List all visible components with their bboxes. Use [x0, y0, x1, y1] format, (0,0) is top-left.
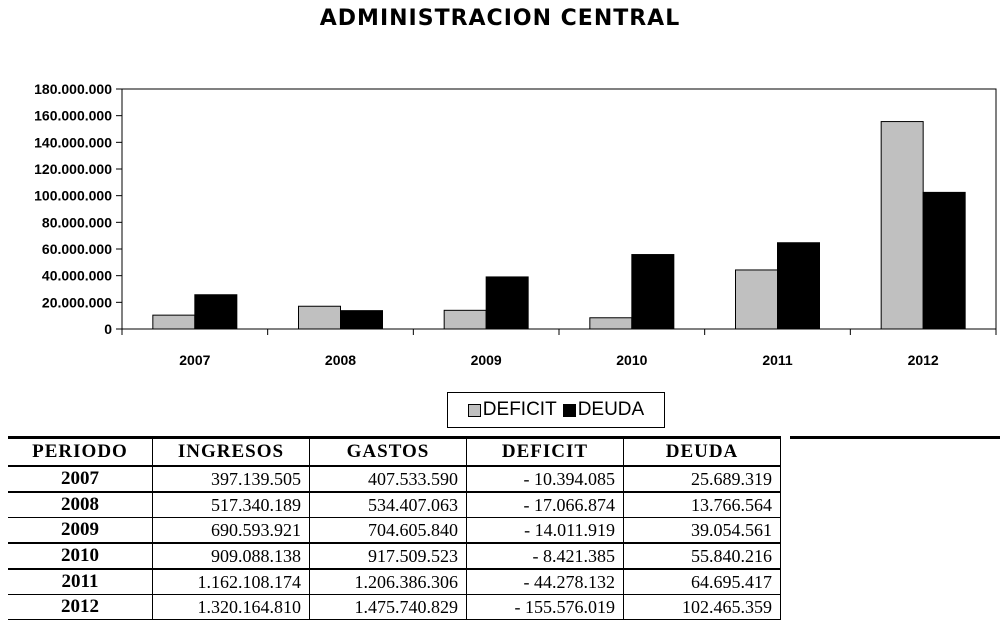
cell-ingresos: 397.139.505	[152, 466, 310, 493]
y-tick-label: 40.000.000	[42, 268, 112, 284]
bar-deuda-2007	[194, 294, 238, 330]
cell-deuda: 13.766.564	[623, 492, 781, 518]
x-tick-label: 2007	[179, 352, 210, 368]
cell-deficit: - 8.421.385	[466, 543, 624, 570]
cell-ingresos: 1.320.164.810	[152, 594, 310, 620]
header-deficit: DEFICIT	[466, 436, 624, 467]
cell-gastos: 407.533.590	[309, 466, 467, 493]
table-top-rule	[790, 436, 1000, 439]
bar-deuda-2008	[340, 310, 383, 330]
cell-ingresos: 690.593.921	[152, 517, 310, 544]
cell-deficit: - 10.394.085	[466, 466, 624, 493]
table-row: 2009 690.593.921 704.605.840- 14.011.919 39…	[8, 517, 781, 544]
bar-deuda-2010	[631, 254, 675, 330]
legend-label-deficit: DEFICIT	[482, 399, 557, 420]
y-tick-label: 60.000.000	[42, 241, 112, 257]
x-tick-label: 2008	[325, 352, 356, 368]
cell-ingresos: 909.088.138	[152, 543, 310, 570]
y-tick-label: 160.000.000	[34, 108, 112, 124]
legend-swatch-deficit	[467, 403, 481, 417]
bar-deficit-2012	[880, 121, 924, 330]
plot-area	[121, 88, 997, 330]
legend-item-deficit: DEFICIT	[467, 399, 557, 421]
cell-deuda: 55.840.216	[623, 543, 781, 570]
bar-deuda-2012	[922, 191, 966, 330]
table-header-row: PERIODO INGRESOS GASTOS DEFICIT DEUDA	[8, 436, 781, 467]
y-tick-label: 120.000.000	[34, 161, 112, 177]
legend-label-deuda: DEUDA	[577, 399, 645, 420]
chart-legend: DEFICIT DEUDA	[447, 392, 665, 428]
cell-deuda: 25.689.319	[623, 466, 781, 493]
cell-periodo: 2012	[8, 594, 153, 620]
bar-deuda-2011	[777, 242, 820, 330]
cell-periodo: 2009	[8, 517, 153, 544]
table-row: 2010 909.088.138 917.509.523- 8.421.385 55.…	[8, 543, 781, 570]
cell-gastos: 534.407.063	[309, 492, 467, 518]
bar-deficit-2011	[735, 269, 778, 330]
cell-deuda: 102.465.359	[623, 594, 781, 620]
cell-deuda: 64.695.417	[623, 569, 781, 595]
y-tick-label: 20.000.000	[42, 294, 112, 310]
bar-deficit-2007	[152, 314, 196, 330]
y-tick-label: 0	[104, 321, 112, 337]
header-deuda: DEUDA	[623, 436, 781, 467]
x-tick-label: 2011	[762, 352, 793, 368]
header-ingresos: INGRESOS	[152, 436, 310, 467]
cell-ingresos: 1.162.108.174	[152, 569, 310, 595]
cell-periodo: 2010	[8, 543, 153, 570]
y-tick-label: 80.000.000	[42, 214, 112, 230]
y-tick-label: 180.000.000	[34, 81, 112, 97]
table-row: 2008 517.340.189 534.407.063- 17.066.874 13…	[8, 492, 781, 518]
x-tick-label: 2009	[471, 352, 502, 368]
table-row: 2012 1.320.164.810 1.475.740.829- 155.576.…	[8, 594, 781, 620]
cell-gastos: 917.509.523	[309, 543, 467, 570]
cell-deuda: 39.054.561	[623, 517, 781, 544]
cell-gastos: 1.475.740.829	[309, 594, 467, 620]
cell-gastos: 704.605.840	[309, 517, 467, 544]
chart-title: ADMINISTRACION CENTRAL	[319, 6, 681, 31]
header-gastos: GASTOS	[309, 436, 467, 467]
bar-deficit-2010	[589, 317, 633, 330]
cell-gastos: 1.206.386.306	[309, 569, 467, 595]
bar-chart: 0 20.000.000 40.000.000 60.000.000 80.000.00…	[34, 81, 997, 368]
cell-periodo: 2008	[8, 492, 153, 518]
cell-deficit: - 155.576.019	[466, 594, 624, 620]
y-tick-label: 100.000.000	[34, 188, 112, 204]
bar-deficit-2009	[443, 309, 487, 330]
table-row: 2011 1.162.108.174 1.206.386.306- 44.278.1…	[8, 569, 781, 595]
data-table: PERIODO INGRESOS GASTOS DEFICIT DEUDA 20…	[8, 436, 781, 620]
header-periodo: PERIODO	[8, 436, 153, 467]
legend-swatch-deuda	[562, 403, 576, 417]
x-tick-label: 2012	[908, 352, 939, 368]
cell-deficit: - 14.011.919	[466, 517, 624, 544]
cell-deficit: - 17.066.874	[466, 492, 624, 518]
y-tick-label: 140.000.000	[34, 134, 112, 150]
legend-item-deuda: DEUDA	[562, 399, 645, 421]
table-row: 2007 397.139.505 407.533.590- 10.394.085 25…	[8, 466, 781, 493]
x-tick-label: 2010	[616, 352, 647, 368]
cell-ingresos: 517.340.189	[152, 492, 310, 518]
bar-deficit-2008	[298, 305, 341, 330]
cell-deficit: - 44.278.132	[466, 569, 624, 595]
cell-periodo: 2011	[8, 569, 153, 595]
cell-periodo: 2007	[8, 466, 153, 493]
bar-deuda-2009	[485, 276, 529, 330]
